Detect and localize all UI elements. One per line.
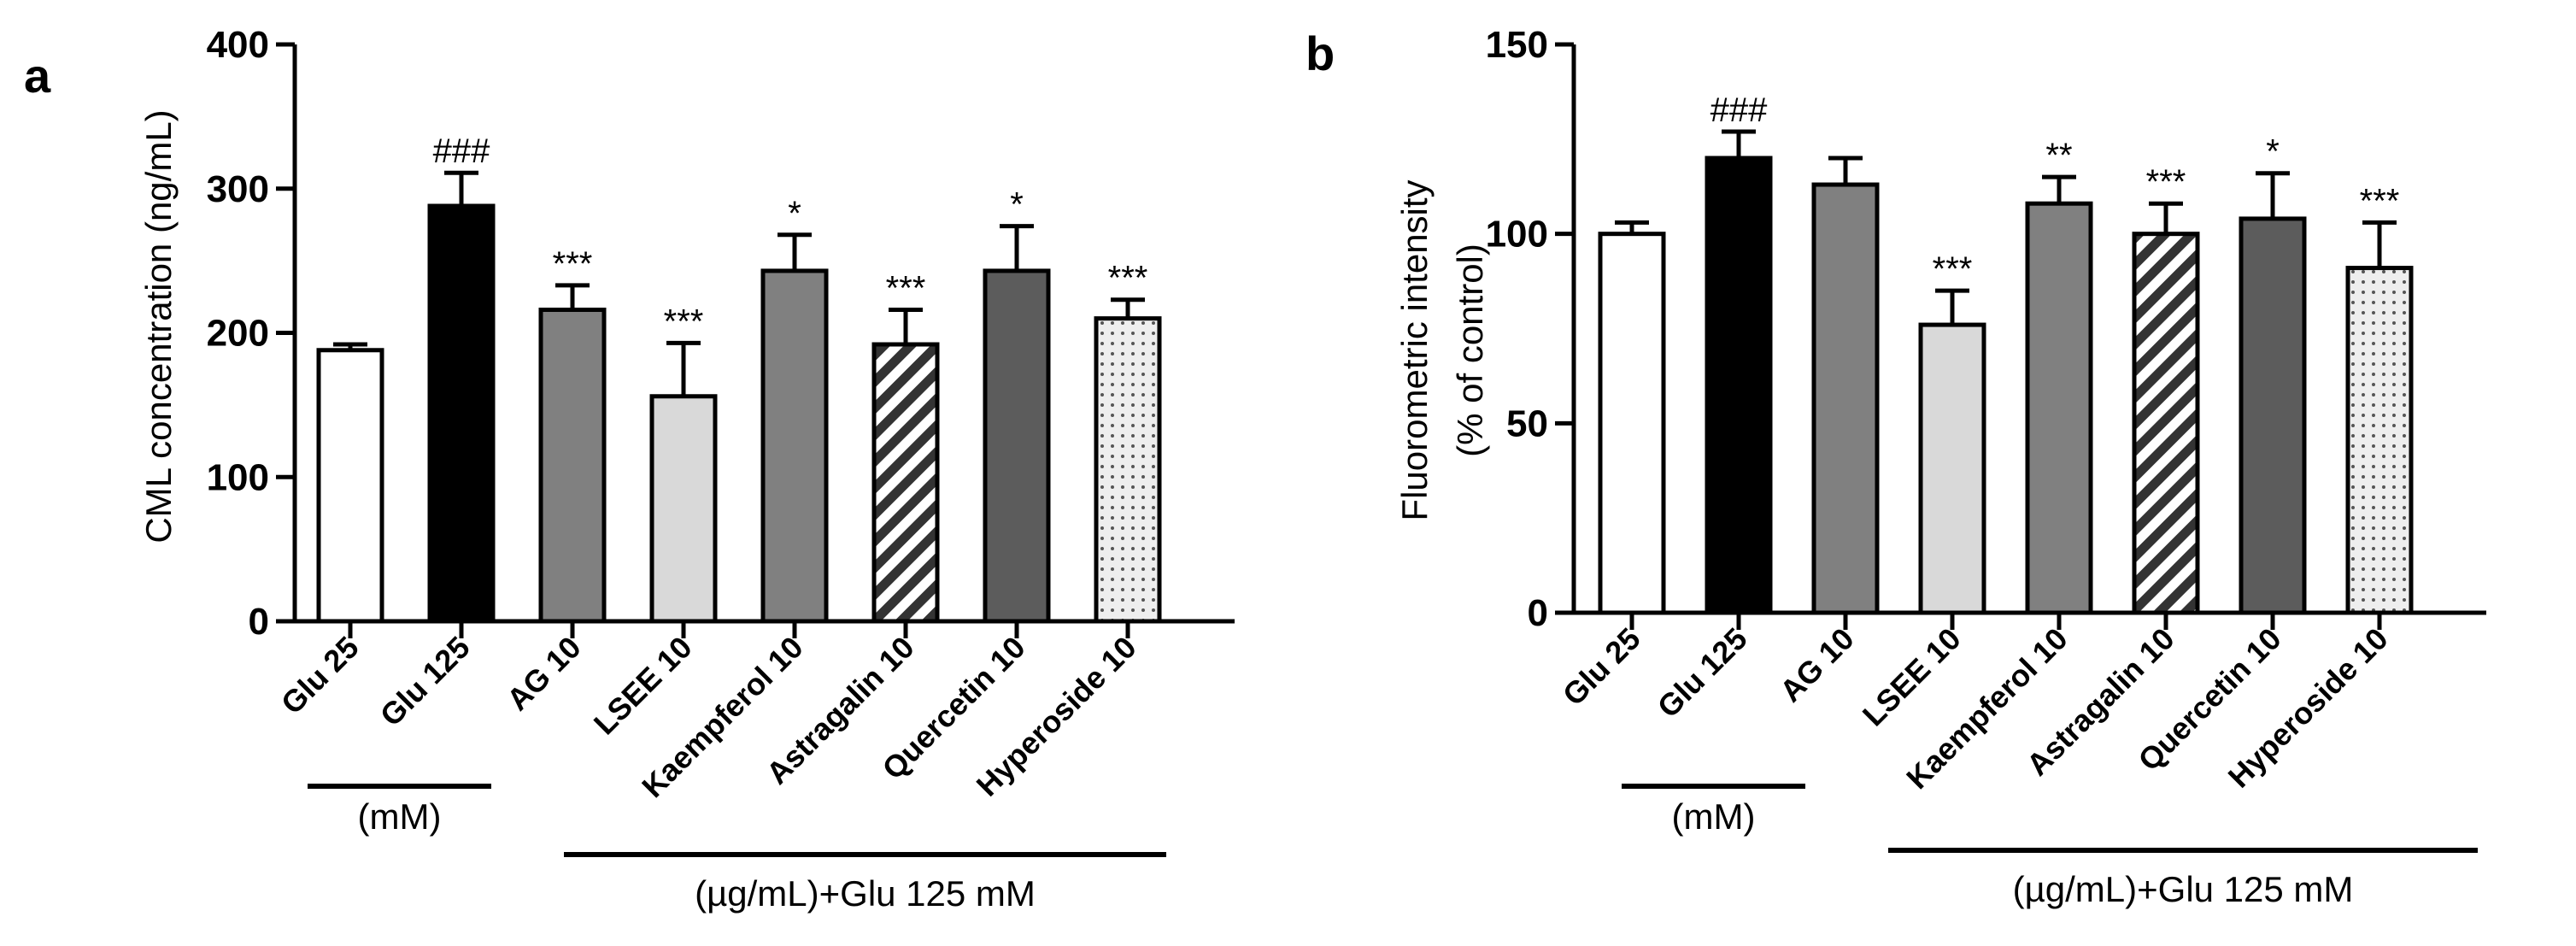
bar-kaempferol-10 bbox=[760, 268, 829, 624]
panel-a-y-axis-label: CML concentration (ng/mL) bbox=[138, 109, 179, 543]
bar-quercetin-10 bbox=[2239, 216, 2307, 615]
panel-a-y-tick-label: 400 bbox=[207, 24, 269, 66]
panel-b-y-tick-label: 150 bbox=[1486, 24, 1548, 66]
category-label: LSEE 10 bbox=[587, 630, 699, 742]
significance-label: *** bbox=[1108, 260, 1148, 297]
bar-glu-25 bbox=[1598, 232, 1666, 615]
bar-astragalin-10 bbox=[2132, 232, 2200, 615]
bar-astragalin-10 bbox=[871, 342, 940, 624]
panel-a-bars bbox=[316, 170, 1162, 624]
significance-label: ### bbox=[433, 132, 490, 170]
bar-hyperoside-10 bbox=[1094, 316, 1162, 624]
bar-kaempferol-10 bbox=[2025, 201, 2093, 615]
chart-panel-b: b Fluorometric intensity (% of control) … bbox=[1306, 24, 2486, 909]
bar-lsee-10 bbox=[1918, 322, 1986, 615]
significance-label: *** bbox=[886, 270, 926, 308]
panel-b-y-tick-label: 0 bbox=[1528, 592, 1548, 634]
panel-a-letter: a bbox=[24, 49, 51, 103]
bar-quercetin-10 bbox=[983, 268, 1051, 624]
bar-glu-125 bbox=[1705, 156, 1773, 615]
category-label: AG 10 bbox=[1773, 621, 1861, 709]
panel-b-letter: b bbox=[1306, 26, 1335, 80]
panel-a-y-tick-label: 100 bbox=[207, 456, 269, 498]
category-label: Glu 25 bbox=[1556, 621, 1647, 713]
significance-label: ** bbox=[2045, 137, 2072, 174]
category-label: Glu 25 bbox=[274, 630, 366, 721]
bar-lsee-10 bbox=[649, 394, 718, 624]
category-label: Glu 125 bbox=[1651, 621, 1754, 725]
significance-label: * bbox=[1010, 186, 1024, 224]
chart-panel-a: a CML concentration (ng/mL) 0 100 200 300 40… bbox=[24, 24, 1235, 914]
significance-label: *** bbox=[664, 303, 704, 340]
significance-label: ### bbox=[1710, 91, 1768, 129]
significance-label: * bbox=[788, 195, 801, 232]
bar-glu-25 bbox=[316, 348, 384, 624]
panel-a-y-tick-label: 200 bbox=[207, 313, 269, 355]
panel-b-labels: Glu 25###Glu 125 AG 10***LSEE 10**Kaempfe… bbox=[1556, 91, 2478, 909]
panel-b-y-axis-label-line2: (% of control) bbox=[1450, 244, 1490, 457]
panel-b-bars bbox=[1598, 129, 2414, 615]
panel-b-y-axis-label-line1: Fluorometric intensity bbox=[1394, 179, 1435, 520]
bar-glu-125 bbox=[427, 203, 496, 624]
panel-b-y-tick-label: 100 bbox=[1486, 214, 1548, 256]
group-label: (mM) bbox=[358, 796, 442, 837]
bar-ag-10 bbox=[1811, 182, 1880, 615]
significance-label: *** bbox=[1933, 250, 1973, 288]
bar-ag-10 bbox=[538, 308, 607, 624]
significance-label: *** bbox=[2360, 182, 2400, 220]
category-label: LSEE 10 bbox=[1856, 621, 1968, 733]
bar-hyperoside-10 bbox=[2345, 266, 2414, 615]
group-label: (mM) bbox=[1672, 796, 1756, 837]
panel-a-y-tick-label: 300 bbox=[207, 168, 269, 210]
panel-b-y-tick-label: 50 bbox=[1506, 402, 1548, 444]
significance-label: *** bbox=[553, 245, 593, 283]
group-label: (µg/mL)+Glu 125 mM bbox=[695, 873, 1036, 914]
group-label: (µg/mL)+Glu 125 mM bbox=[2013, 869, 2354, 909]
category-label: Glu 125 bbox=[373, 630, 477, 733]
category-label: AG 10 bbox=[500, 630, 588, 718]
panel-a-y-tick-label: 0 bbox=[249, 601, 269, 643]
significance-label: *** bbox=[2146, 163, 2186, 201]
significance-label: * bbox=[2266, 133, 2280, 171]
